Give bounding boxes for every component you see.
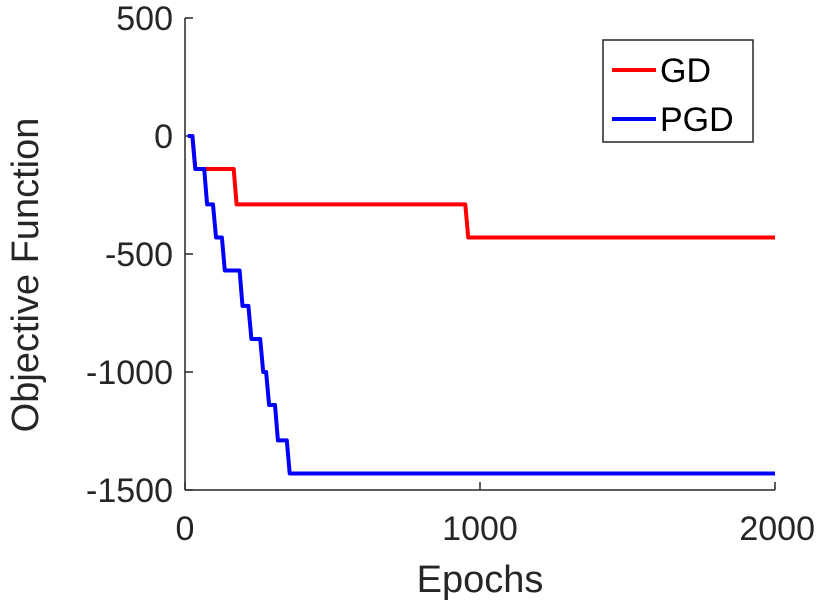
x-tick-label: 2000	[739, 510, 815, 548]
series-line-gd	[187, 134, 775, 240]
series-line-pgd	[187, 134, 775, 476]
x-axis-label: Epochs	[417, 559, 544, 601]
legend-label-pgd: PGD	[660, 101, 734, 139]
y-tick-label: -1500	[86, 472, 173, 510]
series-layer	[187, 134, 775, 476]
x-tick-label: 1000	[442, 510, 518, 548]
legend: GD PGD	[602, 39, 754, 143]
legend-box	[602, 39, 754, 143]
y-tick-label: -500	[105, 236, 173, 274]
y-tick-label: 500	[116, 0, 173, 38]
legend-label-gd: GD	[660, 52, 711, 90]
y-axis-label: Objective Function	[5, 118, 47, 433]
y-tick-label: 0	[154, 118, 173, 156]
y-tick-label: -1000	[86, 354, 173, 392]
x-tick-label: 0	[176, 510, 195, 548]
